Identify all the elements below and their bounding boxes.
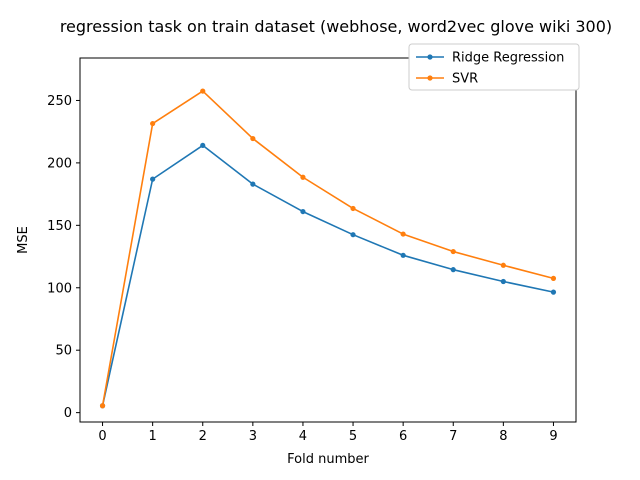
- data-point: [150, 120, 156, 127]
- axes-frame: [79, 57, 577, 423]
- legend-entry: Ridge Regression: [416, 51, 564, 66]
- data-point: [300, 174, 306, 180]
- data-point: [300, 208, 306, 215]
- y-tick-label: 0: [64, 406, 72, 421]
- data-point: [150, 176, 156, 182]
- data-point: [200, 88, 206, 94]
- series-line: [101, 144, 554, 406]
- x-tick-label: 3: [249, 429, 257, 444]
- y-axis-label: MSE: [16, 226, 31, 254]
- data-point: [250, 181, 256, 187]
- legend-label: Ridge Regression: [452, 51, 564, 66]
- y-tick-label: 150: [47, 219, 72, 234]
- series-2: [99, 88, 557, 409]
- data-point: [450, 248, 456, 255]
- data-point: [450, 267, 456, 273]
- x-tick-label: 1: [149, 429, 157, 444]
- legend: Ridge Regression SVR: [408, 43, 580, 91]
- y-tick-label: 250: [47, 94, 72, 109]
- data-point: [500, 262, 506, 268]
- x-tick-label: 6: [399, 429, 407, 444]
- x-axis-ticks: 0 1 2 3 4 5 6 7 8 9: [98, 422, 558, 444]
- y-tick-label: 200: [47, 156, 72, 171]
- data-point: [350, 232, 356, 238]
- legend-entry: SVR: [416, 72, 478, 87]
- x-tick-label: 4: [299, 429, 307, 444]
- x-tick-label: 7: [449, 429, 457, 444]
- data-point: [200, 142, 206, 149]
- series-layer: [99, 88, 557, 409]
- data-point: [500, 278, 506, 285]
- legend-label: SVR: [452, 72, 478, 87]
- plot-area: 0 1 2 3 4 5 6 7 8 9 0 50 100 150 200 250: [47, 57, 577, 444]
- series-line: [101, 90, 554, 406]
- data-point: [400, 231, 406, 237]
- x-tick-label: 9: [549, 429, 557, 444]
- x-tick-label: 5: [349, 429, 357, 444]
- data-point: [550, 289, 557, 295]
- legend-box: [408, 43, 580, 91]
- data-point: [250, 135, 256, 142]
- chart-title: regression task on train dataset (webhos…: [60, 17, 612, 36]
- legend-marker: [427, 75, 433, 81]
- data-point: [550, 275, 557, 281]
- x-tick-label: 2: [199, 429, 207, 444]
- x-tick-label: 8: [499, 429, 507, 444]
- legend-marker: [427, 54, 433, 60]
- y-tick-label: 100: [47, 281, 72, 296]
- y-axis-ticks: 0 50 100 150 200 250: [47, 94, 80, 421]
- y-tick-label: 50: [55, 344, 72, 359]
- data-point: [350, 205, 356, 212]
- data-point: [400, 252, 406, 258]
- x-tick-label: 0: [98, 429, 106, 444]
- x-axis-label: Fold number: [287, 452, 369, 467]
- data-point: [99, 403, 106, 409]
